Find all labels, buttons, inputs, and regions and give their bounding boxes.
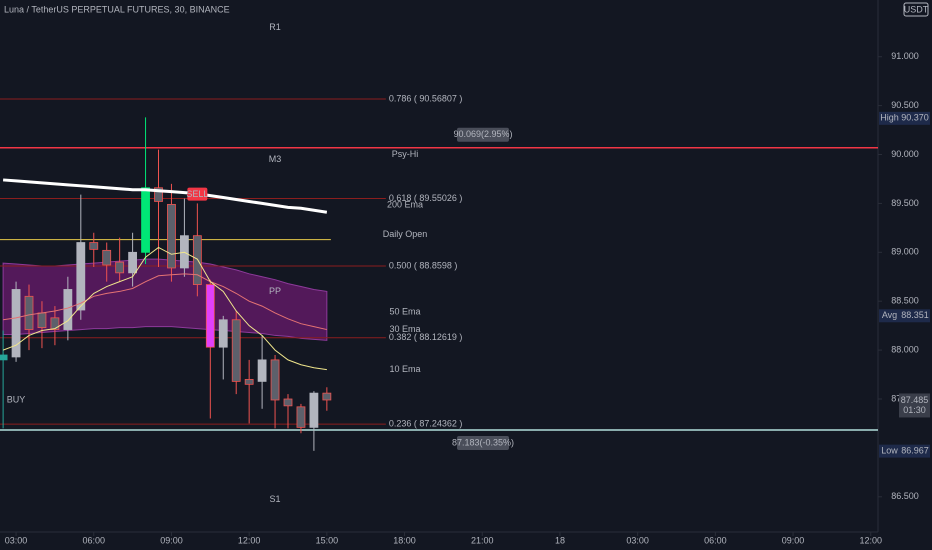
badge-name: Avg xyxy=(882,310,897,320)
y-tick-label: 86.500 xyxy=(891,491,919,501)
candle-body xyxy=(231,319,241,382)
candle-body xyxy=(296,406,306,428)
fib-label: 0.618 ( 89.55026 ) xyxy=(389,193,463,203)
y-tick-label: 90.000 xyxy=(891,149,919,159)
x-tick-label: 18 xyxy=(555,535,565,545)
fib-label: 0.500 ( 88.8598 ) xyxy=(389,260,458,270)
x-tick-label: 12:00 xyxy=(238,535,261,545)
x-tick-label: 03:00 xyxy=(626,535,649,545)
candle-body xyxy=(283,398,293,407)
measure-box xyxy=(457,127,509,142)
series-name: 30 Ema xyxy=(389,324,420,334)
x-tick-label: 06:00 xyxy=(704,535,727,545)
candle-body xyxy=(11,289,21,358)
x-tick-label: 12:00 xyxy=(859,535,882,545)
line-name: Psy-Hi xyxy=(392,149,419,159)
y-tick-label: 90.500 xyxy=(891,100,919,110)
candle-body xyxy=(167,203,176,269)
pivot-label: S1 xyxy=(269,494,280,504)
fib-label: 0.382 ( 88.12619 ) xyxy=(389,332,463,342)
x-tick-label: 15:00 xyxy=(316,535,339,545)
currency-box[interactable] xyxy=(903,2,929,17)
signal-label: SELL xyxy=(186,189,208,199)
candle-body xyxy=(309,392,319,428)
pivot-label: R1 xyxy=(269,22,281,32)
series-name: 200 Ema xyxy=(387,200,423,210)
candle-body xyxy=(102,249,112,266)
candle-body xyxy=(50,317,60,330)
candle-body xyxy=(270,359,280,401)
candle-body xyxy=(63,289,73,330)
pivot-label: M3 xyxy=(269,154,282,164)
y-tick-label: 88.500 xyxy=(891,296,919,306)
x-tick-label: 06:00 xyxy=(82,535,105,545)
y-tick-label: 91.000 xyxy=(891,51,919,61)
candle-body xyxy=(37,312,47,329)
pivot-label: PP xyxy=(269,286,281,296)
x-tick-label: 09:00 xyxy=(782,535,805,545)
badge-price-box xyxy=(900,111,930,125)
last-price-box xyxy=(899,393,930,418)
y-tick-label: 88.000 xyxy=(891,344,919,354)
candle-body xyxy=(0,354,8,361)
candle-body xyxy=(322,392,332,401)
candle-body xyxy=(128,251,138,274)
candle-body xyxy=(76,242,86,311)
y-tick-label: 89.000 xyxy=(891,247,919,257)
line-name: Daily Open xyxy=(383,229,428,239)
measure-box xyxy=(457,436,509,451)
badge-name-box xyxy=(879,111,900,125)
x-tick-label: 18:00 xyxy=(393,535,416,545)
ema-line xyxy=(2,178,328,214)
fib-label: 0.236 ( 87.24362 ) xyxy=(389,418,463,428)
badge-price: 88.351 xyxy=(901,310,929,320)
currency[interactable]: USDT xyxy=(904,4,929,14)
measure-label: 87.183(-0.35%) xyxy=(452,437,514,447)
x-tick-label: 03:00 xyxy=(5,535,28,545)
x-tick-label: 09:00 xyxy=(160,535,183,545)
signal-label: BUY xyxy=(7,394,26,404)
chart-title: Luna / TetherUS PERPETUAL FUTURES, 30, B… xyxy=(4,4,230,14)
candle-body xyxy=(89,242,99,250)
candle-body xyxy=(205,284,215,348)
badge-name-box xyxy=(879,444,900,458)
candle-body xyxy=(244,379,254,385)
signal-box xyxy=(187,187,208,201)
countdown: 01:30 xyxy=(903,405,926,415)
candle-body xyxy=(115,261,125,274)
y-tick-label: 89.500 xyxy=(891,198,919,208)
x-tick-label: 21:00 xyxy=(471,535,494,545)
badge-price: 90.370 xyxy=(901,113,929,123)
indicator-label: 50 Ema xyxy=(389,306,420,316)
ema-line xyxy=(3,273,327,331)
candle-body xyxy=(141,187,150,253)
candle-body xyxy=(257,359,267,382)
badge-name: High xyxy=(880,113,899,123)
candle-body xyxy=(218,319,228,348)
measure-label: 90.069(2.95%) xyxy=(453,129,512,139)
last-price: 87.485 xyxy=(901,395,929,405)
badge-name: Low xyxy=(881,445,898,455)
badge-name-box xyxy=(879,309,900,323)
ema-line xyxy=(2,246,327,371)
fib-label: 0.786 ( 90.56807 ) xyxy=(389,93,463,103)
badge-price-box xyxy=(900,444,930,458)
badge-price-box xyxy=(900,309,930,323)
badge-price: 86.967 xyxy=(901,445,929,455)
candle-body xyxy=(24,295,34,330)
series-name: 10 Ema xyxy=(389,364,420,374)
candle-body xyxy=(154,187,163,202)
